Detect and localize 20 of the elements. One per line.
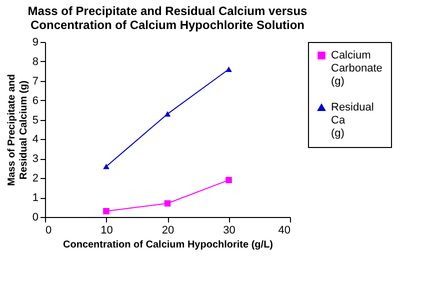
y-axis-title: Mass of Precipitate and Residual Calcium (g) — [6, 74, 30, 186]
x-tick-label: 20 — [162, 224, 174, 236]
y-tick-label: 8 — [32, 56, 38, 68]
y-tick-label: 6 — [32, 94, 38, 107]
y-tick-label: 4 — [32, 134, 38, 146]
y-tick-label: 9 — [32, 36, 38, 48]
legend-label: Calcium Carbonate (g) — [331, 50, 382, 88]
chart-title: Mass of Precipitate and Residual Calcium versus Concentration of Calcium Hypochlorite Solution — [28, 4, 308, 32]
y-tick-label: 7 — [32, 75, 38, 88]
x-axis-title: Concentration of Calcium Hypochlorite (g/L) — [62, 240, 274, 250]
x-tick-label: 0 — [46, 224, 52, 236]
x-tick-label: 10 — [100, 224, 113, 236]
y-tick-label: 3 — [32, 153, 38, 166]
x-tick-label: 40 — [278, 224, 290, 236]
x-tick-label: 30 — [223, 224, 236, 236]
y-tick-label: 2 — [32, 172, 38, 185]
y-tick-label: 5 — [32, 114, 38, 126]
y-tick-label: 0 — [32, 212, 38, 224]
y-tick-label: 1 — [32, 192, 38, 204]
legend-label: Residual Ca (g) — [331, 102, 374, 140]
